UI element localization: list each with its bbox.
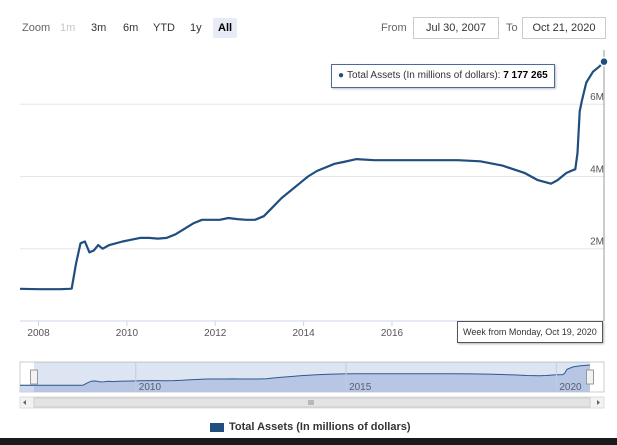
scrollbar-thumb[interactable] [33, 397, 591, 408]
x-tick-label: 2016 [381, 328, 404, 339]
y-tick-label: 2M [590, 237, 604, 248]
x-tick-label: 2014 [292, 328, 315, 339]
legend-swatch [210, 422, 224, 432]
legend-label: Total Assets (In millions of dollars) [229, 421, 411, 433]
zoom-all-button[interactable]: All [213, 18, 238, 38]
navigator-tick-label: 2020 [559, 382, 582, 393]
x-tick-label: 2012 [204, 328, 227, 339]
y-axis: 2M 4M 6M [590, 92, 604, 248]
navigator-ticks: 2010 2015 2020 [135, 362, 582, 393]
zoom-ytd-button[interactable]: YTD [153, 22, 175, 34]
range-selector: Zoom 1m 3m 6m YTD 1y All From Jul 30, 20… [0, 0, 617, 54]
navigator-tick-label: 2010 [139, 382, 162, 393]
navigator-series-line [20, 364, 591, 386]
navigator-left-handle[interactable] [30, 369, 38, 385]
x-axis: 2008 2010 2012 2014 2016 [27, 321, 404, 339]
scrollbar-grip-icon [308, 400, 314, 405]
to-date-input[interactable]: Oct 21, 2020 [522, 17, 606, 39]
zoom-6m-button[interactable]: 6m [123, 22, 139, 34]
navigator-selection[interactable] [34, 362, 590, 392]
scroll-right-arrow-icon[interactable] [597, 400, 600, 405]
x-tick-label: 2008 [27, 328, 50, 339]
navigator-series-area [20, 365, 590, 392]
navigator[interactable]: 2010 2015 2020 [19, 361, 605, 393]
hover-point [599, 56, 609, 67]
navigator-right-handle[interactable] [586, 369, 594, 385]
scroll-left-arrow-icon[interactable] [23, 400, 26, 405]
value-tooltip: ● Total Assets (In millions of dollars): … [331, 64, 555, 88]
tooltip-series-label: Total Assets (In millions of dollars): [347, 70, 504, 81]
from-label: From [381, 22, 407, 34]
y-tick-label: 4M [590, 164, 604, 175]
zoom-1y-button[interactable]: 1y [190, 22, 202, 34]
grid-lines [20, 103, 604, 322]
bottom-bar [0, 438, 617, 445]
to-label: To [506, 22, 518, 34]
navigator-tick-label: 2015 [349, 382, 372, 393]
series-line-total-assets [19, 60, 605, 291]
x-tick-label: 2010 [116, 328, 139, 339]
from-date-input[interactable]: Jul 30, 2007 [413, 17, 499, 39]
zoom-label: Zoom [22, 22, 51, 34]
series-dot-icon: ● [338, 70, 345, 81]
tooltip-value: 7 177 265 [503, 70, 548, 81]
zoom-3m-button[interactable]: 3m [91, 22, 107, 34]
y-tick-label: 6M [590, 92, 604, 103]
crosshair-date-tooltip: Week from Monday, Oct 19, 2020 [457, 321, 603, 343]
zoom-1m-button[interactable]: 1m [60, 22, 76, 34]
navigator-scrollbar[interactable] [19, 396, 605, 409]
legend-item[interactable]: Total Assets (In millions of dollars) [210, 421, 411, 433]
